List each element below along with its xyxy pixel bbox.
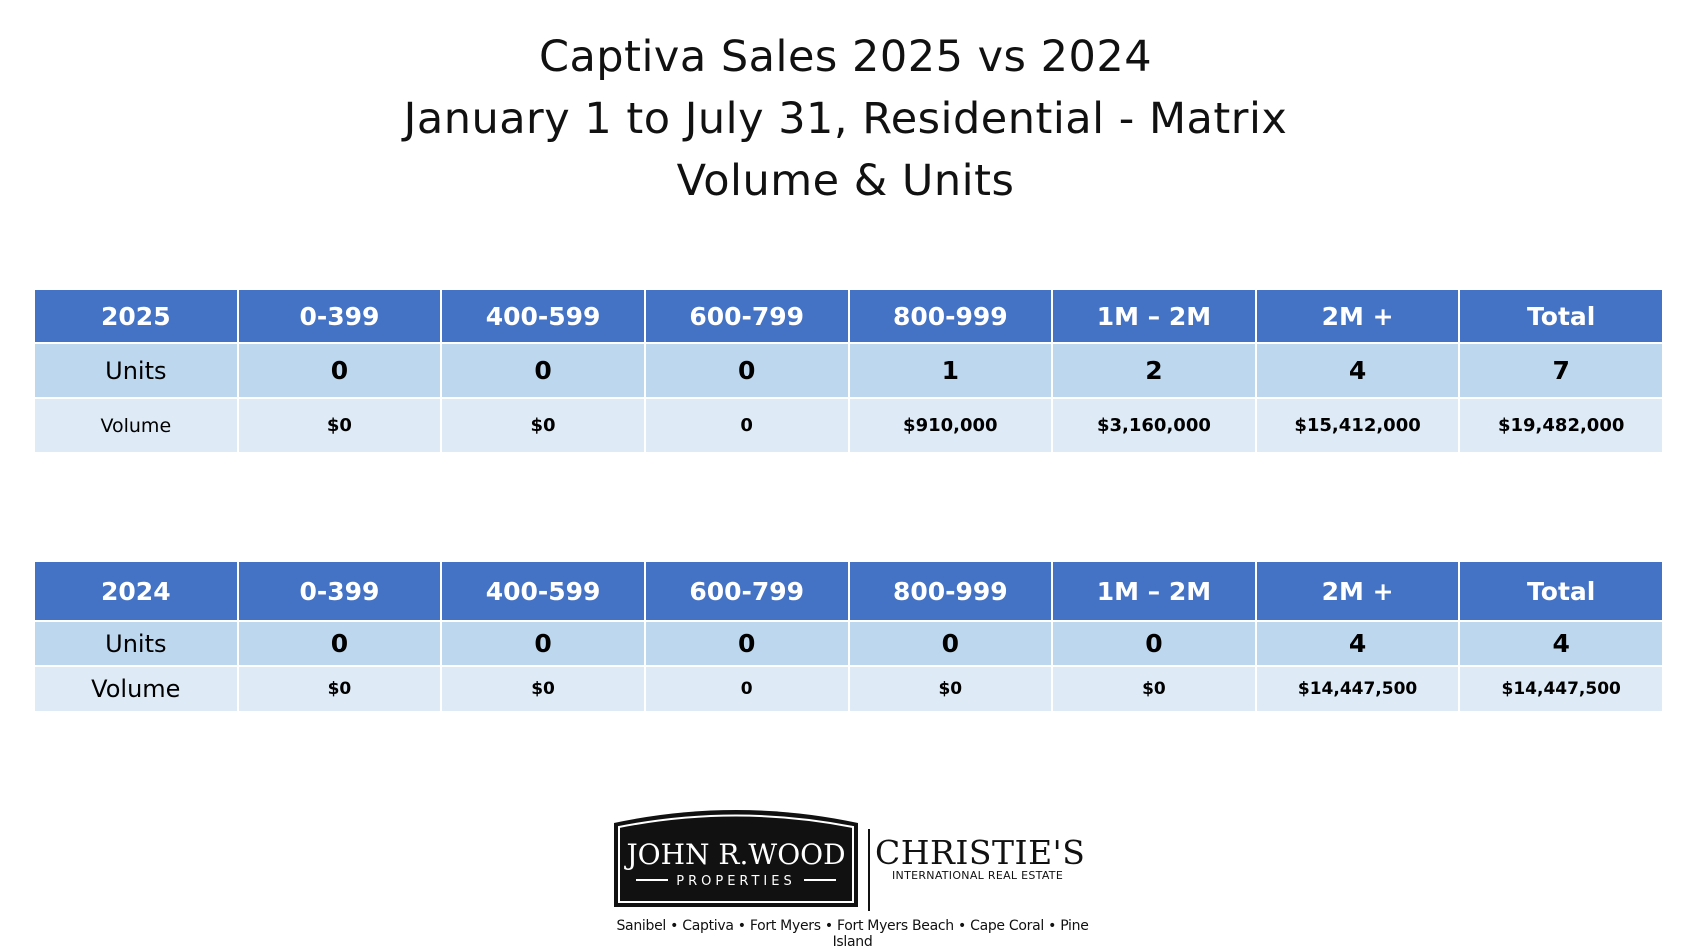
header-range-800-999: 800-999 (849, 290, 1052, 342)
volume-label: Volume (35, 667, 237, 711)
sales-table-2024: 2024 0-399 400-599 600-799 800-999 1M – … (33, 560, 1664, 713)
volume-cell: $0 (849, 667, 1052, 711)
christies-subtitle: INTERNATIONAL REAL ESTATE (892, 869, 1064, 882)
volume-cell: $910,000 (849, 399, 1052, 452)
table-header-row: 2025 0-399 400-599 600-799 800-999 1M – … (35, 290, 1662, 342)
volume-cell: $15,412,000 (1256, 399, 1459, 452)
volume-label: Volume (35, 399, 237, 452)
sales-table-2025: 2025 0-399 400-599 600-799 800-999 1M – … (33, 288, 1664, 454)
units-cell: 0 (238, 344, 441, 397)
volume-cell: $3,160,000 (1053, 399, 1255, 452)
units-cell: 0 (442, 622, 644, 665)
units-cell: 4 (1256, 344, 1459, 397)
header-range-600-799: 600-799 (645, 562, 848, 620)
volume-cell: 0 (645, 667, 848, 711)
header-range-400-599: 400-599 (442, 562, 644, 620)
volume-cell: $0 (238, 399, 441, 452)
table-header-row: 2024 0-399 400-599 600-799 800-999 1M – … (35, 562, 1662, 620)
volume-cell: $14,447,500 (1256, 667, 1459, 711)
volume-total-cell: $14,447,500 (1460, 667, 1662, 711)
header-range-800-999: 800-999 (849, 562, 1052, 620)
header-total: Total (1460, 290, 1662, 342)
volume-cell: $0 (442, 667, 644, 711)
units-cell: 0 (238, 622, 441, 665)
logo-divider (868, 829, 870, 911)
brand-logo-block: JOHN R.WOOD PROPERTIES CHRISTIE'S INTERN… (610, 803, 1090, 950)
units-label: Units (35, 622, 237, 665)
volume-row: Volume $0 $0 0 $910,000 $3,160,000 $15,4… (35, 399, 1662, 452)
units-row: Units 0 0 0 0 0 4 4 (35, 622, 1662, 665)
header-range-0-399: 0-399 (238, 290, 441, 342)
units-cell: 2 (1053, 344, 1255, 397)
logo-sub-text: PROPERTIES (676, 874, 796, 889)
volume-cell: $0 (1053, 667, 1255, 711)
header-range-2m-plus: 2M + (1256, 290, 1459, 342)
logo-name-text: JOHN R.WOOD (623, 838, 845, 871)
header-total: Total (1460, 562, 1662, 620)
units-total-cell: 7 (1460, 344, 1662, 397)
units-row: Units 0 0 0 1 2 4 7 (35, 344, 1662, 397)
units-cell: 0 (849, 622, 1052, 665)
units-cell: 0 (442, 344, 644, 397)
header-range-600-799: 600-799 (645, 290, 848, 342)
header-year: 2025 (35, 290, 237, 342)
page-title: Captiva Sales 2025 vs 2024 (538, 32, 1153, 82)
volume-row: Volume $0 $0 0 $0 $0 $14,447,500 $14,447… (35, 667, 1662, 711)
service-locations: Sanibel • Captiva • Fort Myers • Fort My… (616, 918, 1089, 950)
units-cell: 0 (645, 622, 848, 665)
volume-total-cell: $19,482,000 (1460, 399, 1662, 452)
units-cell: 4 (1256, 622, 1459, 665)
header-range-2m-plus: 2M + (1256, 562, 1459, 620)
john-r-wood-logo: JOHN R.WOOD PROPERTIES (614, 810, 858, 907)
christies-wordmark: CHRISTIE'S (875, 833, 1086, 872)
title-block: Captiva Sales 2025 vs 2024 January 1 to … (0, 26, 1691, 212)
units-total-cell: 4 (1460, 622, 1662, 665)
header-range-0-399: 0-399 (238, 562, 441, 620)
units-label: Units (35, 344, 237, 397)
units-cell: 0 (645, 344, 848, 397)
units-cell: 1 (849, 344, 1052, 397)
header-range-1m-2m: 1M – 2M (1053, 562, 1255, 620)
units-cell: 0 (1053, 622, 1255, 665)
header-year: 2024 (35, 562, 237, 620)
volume-cell: $0 (238, 667, 441, 711)
header-range-400-599: 400-599 (442, 290, 644, 342)
header-range-1m-2m: 1M – 2M (1053, 290, 1255, 342)
volume-cell: $0 (442, 399, 644, 452)
page-subtitle-date-range: January 1 to July 31, Residential - Matr… (403, 94, 1288, 144)
page-subtitle-metrics: Volume & Units (676, 156, 1015, 206)
volume-cell: 0 (645, 399, 848, 452)
